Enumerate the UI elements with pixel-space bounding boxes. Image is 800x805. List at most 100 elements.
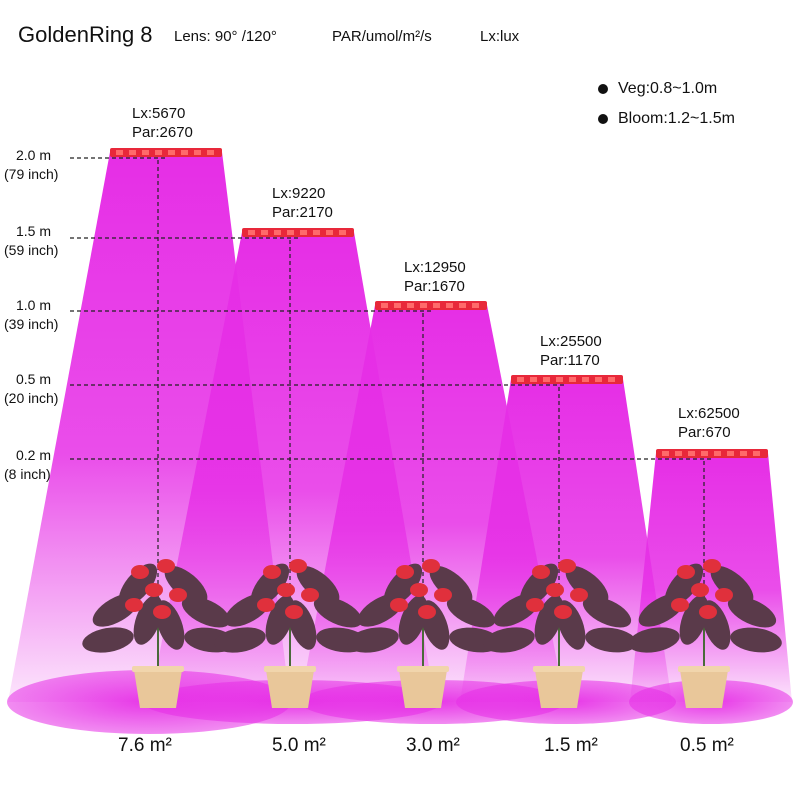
- led-chip: [753, 451, 760, 456]
- leaf: [313, 596, 363, 628]
- coverage-area-1: 7.6 m²: [118, 735, 172, 756]
- readout-3: Lx:12950 Par:1670: [404, 258, 466, 296]
- flower: [558, 559, 576, 573]
- led-chip: [433, 303, 440, 308]
- leaf: [727, 596, 777, 628]
- leaf: [730, 627, 782, 653]
- flower: [526, 598, 544, 612]
- flower: [434, 588, 452, 602]
- led-chip: [569, 377, 576, 382]
- led-chip: [142, 150, 149, 155]
- flower: [169, 588, 187, 602]
- par-value-1: Par:2670: [132, 124, 193, 141]
- lamp-fixture-3: [375, 301, 487, 310]
- par-value-5: Par:670: [678, 424, 731, 441]
- anthurium-plant-2: [214, 559, 368, 708]
- flower: [157, 559, 175, 573]
- led-chip: [675, 451, 682, 456]
- led-chip: [530, 377, 537, 382]
- leaf: [582, 596, 632, 628]
- lamp-fixture-1: [110, 148, 222, 157]
- flower-pot: [266, 670, 314, 708]
- led-chip: [582, 377, 589, 382]
- led-chip: [326, 230, 333, 235]
- leaf: [628, 627, 680, 653]
- legend-veg: Veg:0.8~1.0m: [598, 80, 717, 98]
- lux-value-5: Lx:62500: [678, 405, 740, 422]
- led-chip: [420, 303, 427, 308]
- par-value-2: Par:2170: [272, 204, 333, 221]
- product-title: GoldenRing 8: [18, 22, 153, 47]
- led-chip: [313, 230, 320, 235]
- led-chip: [261, 230, 268, 235]
- led-chip: [727, 451, 734, 456]
- light-cone-5: [630, 453, 792, 702]
- led-chip: [688, 451, 695, 456]
- led-chip: [129, 150, 136, 155]
- flower: [546, 583, 564, 597]
- led-chip: [287, 230, 294, 235]
- coverage-area-4: 1.5 m²: [544, 735, 598, 756]
- flower: [263, 565, 281, 579]
- flower: [532, 565, 550, 579]
- pot-rim: [533, 666, 585, 672]
- flower-pot: [680, 670, 728, 708]
- flower: [703, 559, 721, 573]
- flower: [691, 583, 709, 597]
- led-chip: [248, 230, 255, 235]
- leaf: [296, 565, 340, 605]
- lens-spec: Lens: 90° /120°: [174, 28, 277, 45]
- led-chip: [155, 150, 162, 155]
- leaf: [483, 627, 535, 653]
- lamp-fixture-5: [656, 449, 768, 458]
- flower: [277, 583, 295, 597]
- leaf: [347, 627, 399, 653]
- flower-pot: [535, 670, 583, 708]
- flower: [418, 605, 436, 619]
- led-chip: [446, 303, 453, 308]
- flower-pot: [399, 670, 447, 708]
- readout-4: Lx:25500 Par:1170: [540, 332, 602, 370]
- led-chip: [543, 377, 550, 382]
- par-unit: PAR/umol/m²/s: [332, 28, 432, 45]
- flower: [554, 605, 572, 619]
- par-value-4: Par:1170: [540, 352, 600, 369]
- led-chip: [517, 377, 524, 382]
- flower: [699, 605, 717, 619]
- flower: [289, 559, 307, 573]
- readout-1: Lx:5670 Par:2670: [132, 104, 193, 142]
- readout-2: Lx:9220 Par:2170: [272, 184, 333, 222]
- led-chip: [472, 303, 479, 308]
- anthurium-plant-4: [483, 559, 637, 708]
- pot-rim: [264, 666, 316, 672]
- leaf: [82, 627, 134, 653]
- flower: [153, 605, 171, 619]
- height-label-1: 2.0 m (79 inch): [4, 147, 59, 182]
- leaf: [164, 565, 208, 605]
- led-chip: [207, 150, 214, 155]
- pot-rim: [132, 666, 184, 672]
- led-chip: [701, 451, 708, 456]
- leaf: [181, 596, 231, 628]
- lux-value-4: Lx:25500: [540, 333, 602, 350]
- lux-value-3: Lx:12950: [404, 259, 466, 276]
- height-label-4: 0.5 m (20 inch): [4, 371, 59, 406]
- flower-pot: [134, 670, 182, 708]
- pot-rim: [397, 666, 449, 672]
- led-chip: [300, 230, 307, 235]
- bullet-icon: [598, 114, 608, 124]
- led-chip: [740, 451, 747, 456]
- led-chip: [116, 150, 123, 155]
- legend-veg-label: Veg:0.8~1.0m: [618, 80, 718, 97]
- leaf: [446, 596, 496, 628]
- leaf: [429, 565, 473, 605]
- flower: [145, 583, 163, 597]
- led-chip: [714, 451, 721, 456]
- flower: [131, 565, 149, 579]
- coverage-area-5: 0.5 m²: [680, 735, 734, 756]
- legend-bloom: Bloom:1.2~1.5m: [598, 110, 735, 128]
- flower: [570, 588, 588, 602]
- led-chip: [662, 451, 669, 456]
- flower: [301, 588, 319, 602]
- readout-5: Lx:62500 Par:670: [678, 404, 740, 442]
